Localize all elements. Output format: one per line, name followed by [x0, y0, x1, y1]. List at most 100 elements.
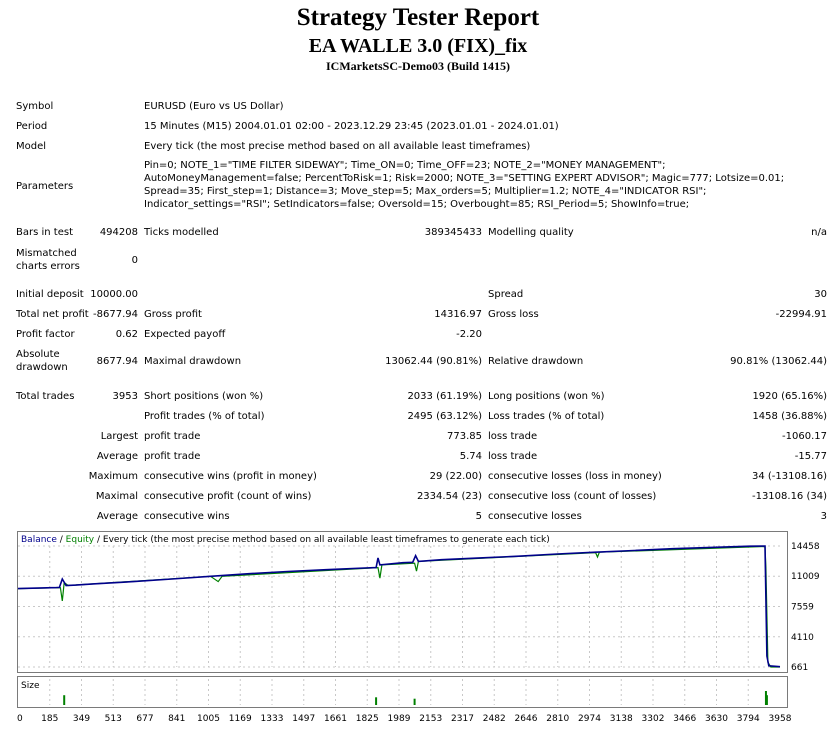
ticks-value: 389345433 [424, 227, 482, 238]
x-tick-label: 0 [17, 714, 23, 724]
report-title: Strategy Tester Report [296, 4, 540, 31]
period-label: Period [16, 121, 48, 132]
y-tick-label: 7559 [791, 603, 814, 613]
gross-loss-value: -22994.91 [775, 309, 827, 320]
average-loss-label: loss trade [488, 451, 538, 462]
absolute-drawdown-label-2: drawdown [16, 362, 68, 373]
balance-line [17, 545, 781, 668]
mismatch-value: 0 [131, 255, 138, 266]
maximal-consecutive-loss-value: -13108.16 (34) [751, 491, 827, 502]
x-tick-label: 2482 [483, 714, 506, 724]
average-loss-value: -15.77 [794, 451, 827, 462]
legend: Balance / Equity / Every tick (the most … [21, 535, 550, 545]
balance-chart-svg: Balance / Equity / Every tick (the most … [17, 535, 781, 668]
y-tick-label: 4110 [791, 633, 814, 643]
parameters-label: Parameters [16, 181, 74, 192]
x-tick-label: 1661 [324, 714, 347, 724]
loss-trades-value: 1458 (36.88%) [752, 411, 827, 422]
balance-chart: Balance / Equity / Every tick (the most … [17, 531, 788, 673]
ticks-label: Ticks modelled [144, 227, 219, 238]
bars-value: 494208 [99, 227, 138, 238]
x-tick-label: 1333 [261, 714, 284, 724]
period-value: 15 Minutes (M15) 2004.01.01 02:00 - 2023… [144, 121, 559, 132]
symbol-value: EURUSD (Euro vs US Dollar) [144, 101, 284, 112]
profit-trades-value: 2495 (63.12%) [407, 411, 482, 422]
symbol-label: Symbol [16, 101, 54, 112]
y-tick-label: 14458 [791, 542, 820, 552]
short-positions-label: Short positions (won %) [144, 391, 264, 402]
legend-balance: Balance [21, 535, 57, 545]
absolute-drawdown-label-1: Absolute [16, 349, 60, 360]
x-tick-label: 3466 [673, 714, 696, 724]
x-tick-label: 3630 [705, 714, 728, 724]
mismatch-label-1: Mismatched [16, 248, 77, 259]
profit-factor-label: Profit factor [16, 329, 75, 340]
max-consecutive-losses-label: consecutive losses (loss in money) [488, 471, 662, 482]
quality-value: n/a [811, 227, 827, 238]
maximal-consecutive-loss-label: consecutive loss (count of losses) [488, 491, 657, 502]
x-axis-labels: 0 185 349 513 677 841 1005 1169 1333 1497 1661 1825… [17, 714, 792, 724]
x-tick-label: 1169 [229, 714, 252, 724]
parameters-value: Pin=0; NOTE_1="TIME FILTER SIDEWAY"; Tim… [144, 160, 785, 210]
gross-profit-value: 14316.97 [434, 309, 482, 320]
y-tick-label: 661 [791, 663, 808, 673]
largest-loss-label: loss trade [488, 431, 538, 442]
long-positions-label: Long positions (won %) [488, 391, 605, 402]
quality-label: Modelling quality [488, 227, 574, 238]
x-tick-label: 3138 [610, 714, 633, 724]
profit-trades-label: Profit trades (% of total) [144, 411, 265, 422]
x-tick-label: 349 [73, 714, 90, 724]
long-positions-value: 1920 (65.16%) [752, 391, 827, 402]
chart-lines [17, 545, 781, 668]
average-consecutive-wins-label: consecutive wins [144, 511, 230, 522]
x-tick-label: 2646 [515, 714, 538, 724]
maximal-consecutive-profit-label: consecutive profit (count of wins) [144, 491, 312, 502]
average-profit-value: 5.74 [459, 451, 482, 462]
max-consecutive-wins-value: 29 (22.00) [429, 471, 482, 482]
y-tick-label: 11009 [791, 572, 820, 582]
average-consecutive-losses-label: consecutive losses [488, 511, 582, 522]
expected-payoff-label: Expected payoff [144, 329, 226, 340]
maximum-label: Maximum [88, 471, 138, 482]
x-tick-label: 2810 [546, 714, 569, 724]
average-consecutive-label: Average [96, 511, 138, 522]
x-tick-label: 2974 [578, 714, 601, 724]
x-tick-label: 1989 [388, 714, 411, 724]
initial-deposit-value: 10000.00 [90, 289, 138, 300]
legend-equity: Equity [66, 535, 95, 545]
x-tick-label: 3958 [769, 714, 792, 724]
bars-label: Bars in test [16, 227, 73, 238]
x-tick-label: 185 [41, 714, 58, 724]
size-label: Size [21, 681, 40, 691]
largest-label: Largest [100, 431, 138, 442]
profit-factor-value: 0.62 [115, 329, 138, 340]
loss-trades-label: Loss trades (% of total) [488, 411, 605, 422]
gross-profit-label: Gross profit [144, 309, 202, 320]
average-profit-label: profit trade [144, 451, 201, 462]
x-tick-label: 1825 [356, 714, 379, 724]
x-tick-label: 2153 [419, 714, 442, 724]
x-tick-label: 841 [168, 714, 185, 724]
x-tick-label: 513 [105, 714, 122, 724]
x-tick-label: 1497 [292, 714, 315, 724]
model-label: Model [16, 141, 47, 152]
expert-name: EA WALLE 3.0 (FIX)_fix [308, 35, 528, 57]
largest-profit-label: profit trade [144, 431, 201, 442]
mismatch-label-2: charts errors [16, 261, 80, 272]
spread-label: Spread [488, 289, 524, 300]
average-consecutive-wins-value: 5 [475, 511, 482, 522]
initial-deposit-label: Initial deposit [16, 289, 84, 300]
absolute-drawdown-value: 8677.94 [96, 356, 138, 367]
size-bars [63, 691, 768, 705]
x-tick-label: 3302 [642, 714, 665, 724]
chart-grid [18, 545, 780, 668]
spread-value: 30 [814, 289, 827, 300]
total-trades-label: Total trades [16, 391, 75, 402]
size-grid [49, 679, 749, 705]
legend-method: / Every tick (the most precise method ba… [94, 535, 550, 545]
max-consecutive-losses-value: 34 (-13108.16) [751, 471, 827, 482]
short-positions-value: 2033 (61.19%) [407, 391, 482, 402]
x-tick-label: 677 [136, 714, 153, 724]
expected-payoff-value: -2.20 [456, 329, 482, 340]
maximal-label: Maximal [95, 491, 138, 502]
